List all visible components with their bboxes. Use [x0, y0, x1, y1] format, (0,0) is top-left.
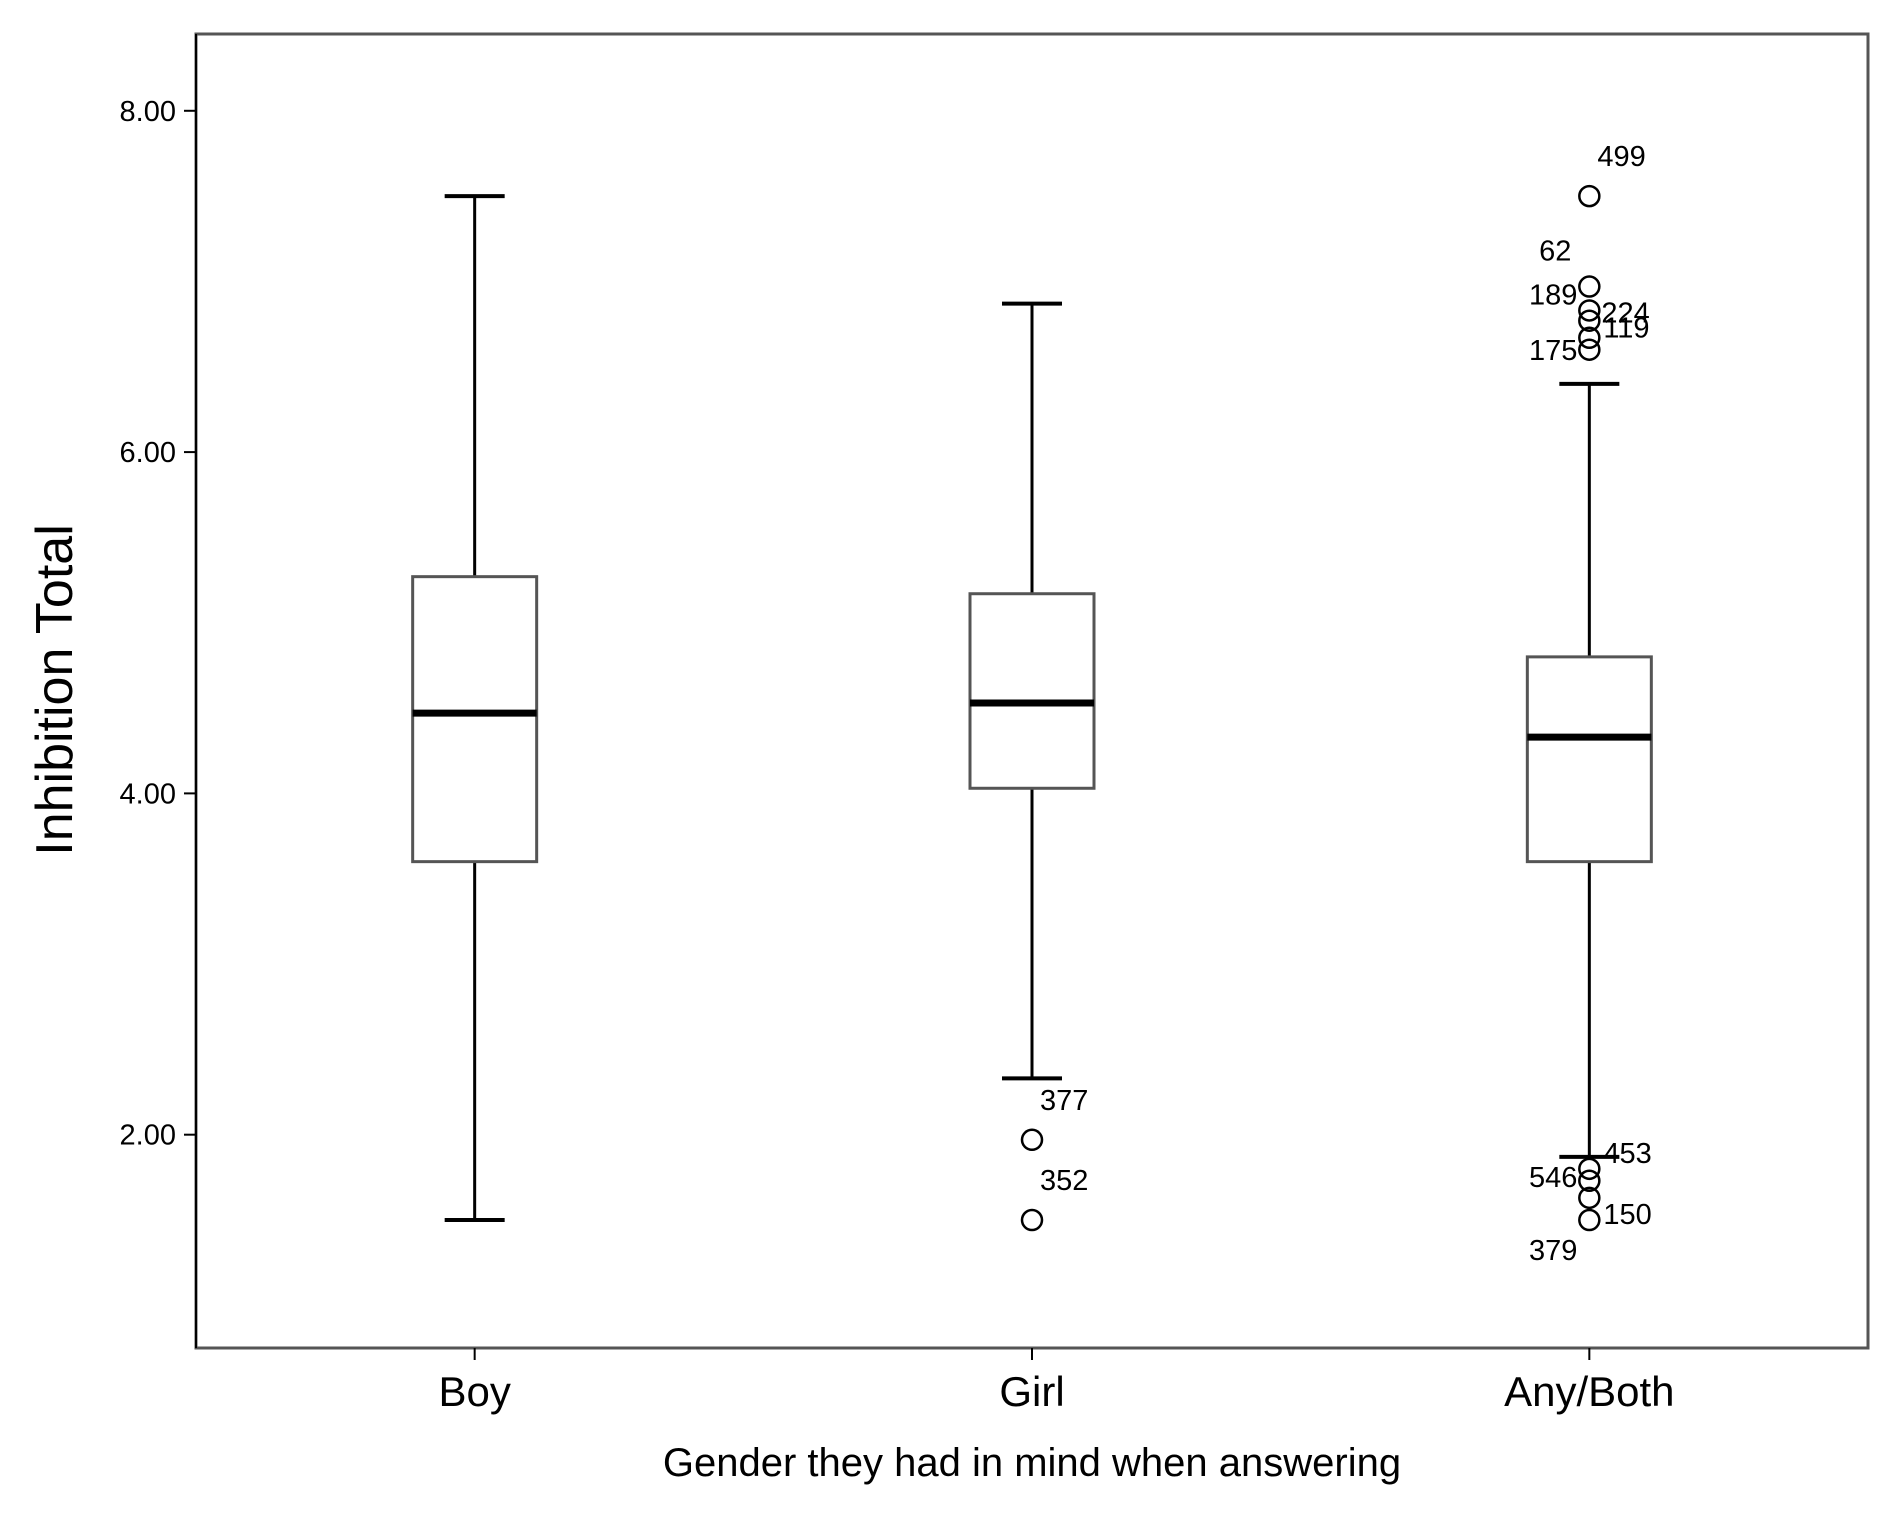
x-axis-label: Gender they had in mind when answering: [663, 1441, 1401, 1485]
y-tick-label: 8.00: [120, 96, 176, 128]
box-group-girl: 377 352: [968, 301, 1096, 1232]
x-tick-label: Any/Both: [1504, 1368, 1674, 1415]
outlier-label: 546: [1529, 1162, 1577, 1194]
outlier-label: 352: [1040, 1165, 1088, 1197]
iqr-box: [411, 575, 539, 864]
iqr-box: [1525, 655, 1653, 864]
outlier-label: 119: [1603, 313, 1649, 345]
outlier-point: [1578, 338, 1601, 361]
x-tick-label: Boy: [438, 1368, 510, 1415]
iqr-box: [968, 592, 1096, 790]
y-tick-label: 2.00: [120, 1120, 176, 1152]
y-axis-label: Inhibition Total: [26, 524, 84, 856]
outlier-label: 62: [1539, 236, 1571, 268]
outlier-point: [1578, 184, 1601, 208]
outlier-point: [1578, 1186, 1601, 1210]
outlier-point: [1578, 299, 1601, 322]
outlier-label: 499: [1597, 141, 1645, 173]
outlier-point: [1578, 1208, 1601, 1232]
outlier-point: [1020, 1128, 1044, 1152]
outlier-point: [1578, 275, 1601, 298]
x-tick-label: Girl: [999, 1368, 1064, 1415]
outlier-point: [1020, 1208, 1044, 1232]
outlier-point: [1578, 309, 1601, 332]
boxes-layer: 377 352 499 62 189 224 175 119 453 546 150 379: [411, 141, 1653, 1267]
y-tick-label: 4.00: [120, 778, 176, 810]
outlier-point: [1578, 326, 1601, 350]
box-group-boy: [411, 194, 539, 1223]
outlier-label: 175: [1529, 335, 1577, 367]
outlier-point: [1578, 1169, 1601, 1193]
outlier-label: 379: [1529, 1235, 1577, 1267]
outlier-point: [1578, 1157, 1601, 1181]
outlier-label: 377: [1040, 1085, 1088, 1117]
y-axis: 2.00 4.00 6.00 8.00: [120, 34, 197, 1348]
outlier-label: 453: [1603, 1138, 1651, 1170]
y-tick-label: 6.00: [120, 437, 176, 469]
x-axis: Boy Girl Any/Both: [438, 1348, 1675, 1415]
box-group-any-both: 499 62 189 224 175 119 453 546 150 379: [1525, 141, 1653, 1267]
outlier-label: 224: [1601, 298, 1649, 330]
outlier-label: 189: [1529, 279, 1577, 311]
outlier-label: 150: [1603, 1199, 1651, 1231]
